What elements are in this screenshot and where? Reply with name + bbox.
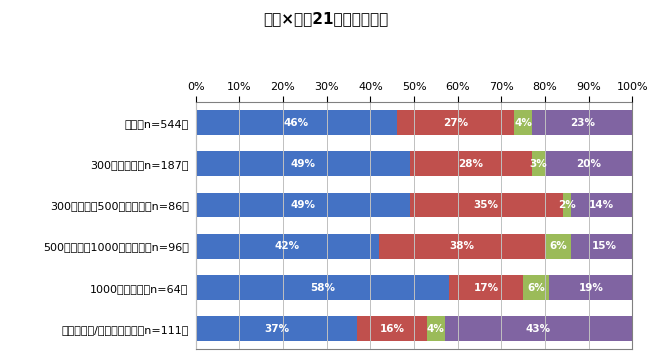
Bar [571,193,632,217]
Text: 58%: 58% [310,282,334,293]
Bar [514,110,532,135]
Text: 37%: 37% [264,324,289,334]
Text: 38%: 38% [450,241,475,251]
Text: 3%: 3% [529,159,548,169]
Text: 2%: 2% [558,200,576,210]
Text: 4%: 4% [427,324,445,334]
Bar [445,316,632,341]
Bar [409,151,532,176]
Bar [550,275,632,300]
Text: 43%: 43% [526,324,551,334]
Text: 20%: 20% [576,159,601,169]
Bar [196,275,449,300]
Text: 42%: 42% [274,241,300,251]
Text: 6%: 6% [549,241,567,251]
Text: 35%: 35% [473,200,499,210]
Bar [545,151,632,176]
Text: 49%: 49% [290,200,315,210]
Text: 16%: 16% [379,324,405,334]
Bar [571,234,637,259]
Text: 19%: 19% [578,282,603,293]
Bar [409,193,563,217]
Text: 4%: 4% [514,118,532,127]
Bar [196,151,409,176]
Bar [532,110,632,135]
Bar [396,110,514,135]
Text: 17%: 17% [473,282,499,293]
Bar [545,234,571,259]
Bar [532,151,545,176]
Text: 27%: 27% [443,118,468,127]
Text: 14%: 14% [589,200,614,210]
Bar [449,275,523,300]
Bar [563,193,571,217]
Bar [196,110,396,135]
Bar [357,316,427,341]
Text: 46%: 46% [284,118,308,127]
Text: 15%: 15% [591,241,617,251]
Text: 6%: 6% [527,282,545,293]
Bar [523,275,550,300]
Bar [196,193,409,217]
Text: 28%: 28% [458,159,483,169]
Bar [196,316,357,341]
Text: 年収×平成21年分の控除額: 年収×平成21年分の控除額 [263,11,389,26]
Bar [196,234,379,259]
Text: 49%: 49% [290,159,315,169]
Bar [379,234,545,259]
Bar [427,316,445,341]
Text: 23%: 23% [570,118,595,127]
